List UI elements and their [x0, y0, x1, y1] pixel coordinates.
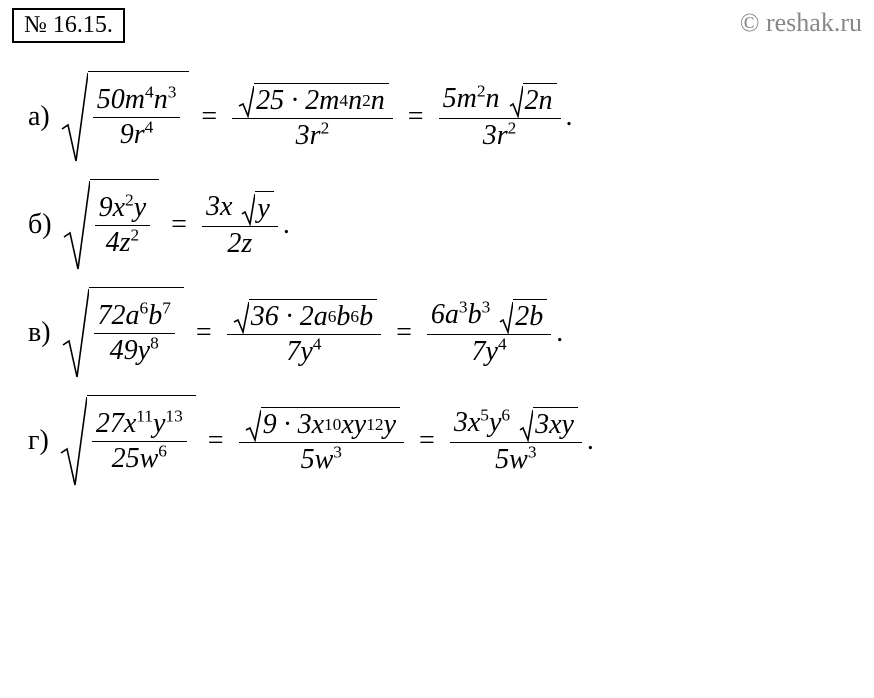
radical-icon — [61, 287, 89, 379]
radical-a-lhs: 50m4n3 9r4 — [60, 71, 190, 163]
numerator: 72a6b7 — [94, 299, 175, 333]
denominator: 25w6 — [108, 442, 171, 476]
radical-b-lhs: 9x2y 4z2 — [62, 179, 160, 271]
radical-icon — [60, 71, 88, 163]
fraction-a-res: 5m2n 2n 3r2 — [439, 82, 561, 152]
denominator: 9r4 — [116, 118, 158, 152]
radicand: 2n — [523, 83, 557, 118]
equation-row-b: б) 9x2y 4z2 = 3x y 2z . — [0, 171, 874, 279]
period: . — [587, 425, 594, 457]
denominator: 7y4 — [468, 335, 511, 369]
label-v: в) — [28, 317, 51, 349]
numerator: 50m4n3 — [93, 83, 181, 117]
fraction: 9x2y 4z2 — [95, 191, 151, 259]
fraction: 27x11y13 25w6 — [92, 407, 187, 475]
radicand: 36 · 2a6b6b — [249, 299, 377, 334]
fraction: 50m4n3 9r4 — [93, 83, 181, 151]
denominator: 2z — [223, 227, 256, 261]
radical-icon — [62, 179, 90, 271]
label-a: а) — [28, 101, 50, 133]
fraction-g-res: 3x5y6 3xy 5w3 — [450, 406, 582, 476]
equals: = — [419, 425, 435, 457]
denominator: 5w3 — [297, 443, 346, 477]
equation-row-a: а) 50m4n3 9r4 = 25 · 2m4n2n 3r2 = 5m2n — [0, 47, 874, 171]
equals: = — [171, 209, 187, 241]
radicand: 25 · 2m4n2n — [254, 83, 389, 118]
radicand: 9 · 3x10xy12y — [261, 407, 400, 442]
equals: = — [196, 317, 212, 349]
period: . — [566, 101, 573, 133]
denominator: 3r2 — [292, 119, 334, 153]
coeff: 3x — [206, 191, 232, 222]
equals: = — [208, 425, 224, 457]
label-g: г) — [28, 425, 49, 457]
fraction-g-mid: 9 · 3x10xy12y 5w3 — [239, 406, 404, 476]
header: № 16.15. © reshak.ru — [0, 0, 874, 47]
period: . — [283, 209, 290, 241]
problem-number: № 16.15. — [12, 8, 125, 43]
coeff: 6a3b3 — [431, 299, 490, 330]
radical-inline: 25 · 2m4n2n — [238, 83, 389, 118]
fraction-v-res: 6a3b3 2b 7y4 — [427, 298, 551, 368]
radical-inline: 36 · 2a6b6b — [233, 299, 377, 334]
equals: = — [201, 101, 217, 133]
radical-v-lhs: 72a6b7 49y8 — [61, 287, 184, 379]
denominator: 5w3 — [491, 443, 540, 477]
numerator: 9x2y — [95, 191, 151, 225]
radical-icon — [59, 395, 87, 487]
watermark: © reshak.ru — [740, 8, 862, 38]
fraction-a-mid: 25 · 2m4n2n 3r2 — [232, 82, 393, 152]
coeff: 3x5y6 — [454, 407, 510, 438]
radicand: 2b — [513, 299, 547, 334]
radical-inline: 9 · 3x10xy12y — [245, 407, 400, 442]
radical-inline: 2n — [509, 83, 557, 118]
period: . — [556, 317, 563, 349]
radical-g-lhs: 27x11y13 25w6 — [59, 395, 196, 487]
radical-inline: y — [241, 191, 273, 226]
denominator: 4z2 — [102, 226, 144, 260]
label-b: б) — [28, 209, 52, 241]
coeff: 5m2n — [443, 83, 500, 114]
numerator: 27x11y13 — [92, 407, 187, 441]
fraction: 72a6b7 49y8 — [94, 299, 175, 367]
denominator: 49y8 — [106, 334, 163, 368]
radical-inline: 3xy — [519, 407, 578, 442]
denominator: 3r2 — [479, 119, 521, 153]
fraction-v-mid: 36 · 2a6b6b 7y4 — [227, 298, 381, 368]
equals: = — [408, 101, 424, 133]
equals: = — [396, 317, 412, 349]
radical-inline: 2b — [499, 299, 547, 334]
equation-row-v: в) 72a6b7 49y8 = 36 · 2a6b6b 7y4 = 6a3b3 — [0, 279, 874, 387]
radicand: 3xy — [533, 407, 578, 442]
denominator: 7y4 — [282, 335, 325, 369]
radicand: y — [255, 191, 273, 226]
equation-row-g: г) 27x11y13 25w6 = 9 · 3x10xy12y 5w3 = 3… — [0, 387, 874, 495]
fraction-b-res: 3x y 2z — [202, 190, 278, 260]
